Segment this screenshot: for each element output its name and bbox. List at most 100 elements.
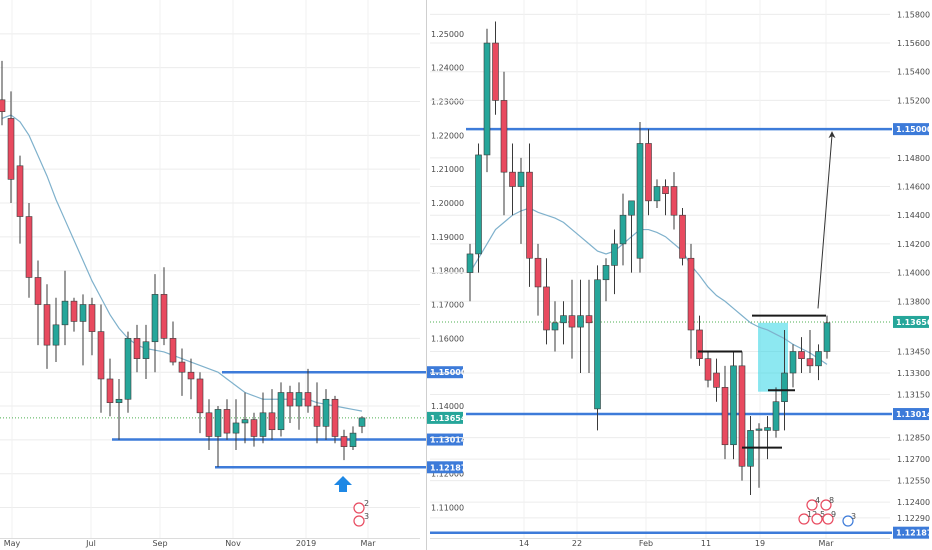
left-price-tag-bg	[427, 366, 463, 379]
left-time-axis[interactable]: May Jul Sep Nov 2019 Mar	[0, 538, 420, 549]
left-price-tick-label: 1.16000	[431, 334, 464, 343]
left-time-tick-label: 2019	[296, 539, 316, 548]
right-price-tick-label: 1.14200	[897, 240, 930, 249]
right-price-tick-label: 1.12850	[897, 434, 930, 443]
left-candle-body	[196, 378, 204, 414]
right-price-tick-label: 1.12700	[897, 455, 930, 464]
left-candle-body	[268, 412, 276, 431]
right-candle-body	[653, 186, 661, 202]
right-price-tick-label: 1.14400	[897, 211, 930, 220]
left-candle-body	[25, 216, 33, 278]
right-candle-body	[636, 143, 644, 259]
left-candle-body	[106, 378, 114, 403]
left-candle-body	[7, 118, 15, 180]
left-event-marker: 2	[353, 499, 369, 514]
right-candle-body	[526, 171, 533, 259]
left-candle-body	[205, 412, 213, 437]
projection-arrowhead-icon	[828, 131, 836, 139]
right-time-tick-label: 11	[701, 539, 711, 548]
event-flag-icon	[822, 513, 834, 525]
left-event-marker: 3	[353, 512, 369, 527]
left-time-tick-label: May	[4, 539, 21, 548]
left-candle-body	[70, 300, 78, 322]
right-candle-body	[679, 214, 686, 259]
right-candles	[466, 21, 831, 495]
right-price-tag-label: 1.15000	[896, 125, 932, 134]
event-flag-icon	[353, 515, 365, 527]
right-candle-body	[738, 365, 746, 467]
left-price-tag: 1.13654	[427, 411, 467, 424]
event-flag-icon	[806, 499, 818, 511]
right-candle-body	[568, 315, 576, 328]
left-candle-body	[187, 371, 195, 380]
right-time-tick-label: 22	[572, 539, 582, 548]
right-price-tick-label: 1.15600	[897, 39, 930, 48]
projection-arrow-line	[817, 135, 833, 309]
left-candle-body	[304, 392, 312, 407]
left-candle-body	[331, 398, 339, 437]
right-price-tick-label: 1.12290	[897, 514, 930, 523]
left-price-tag-bg	[427, 461, 463, 474]
right-annotations: 4 8 12 5 9 3	[698, 131, 856, 527]
right-price-axis[interactable]: 1.15800 1.15600 1.15400 1.15200 1.14800 1.146…	[893, 10, 932, 539]
left-candle-body	[232, 422, 240, 434]
event-flag-icon	[811, 513, 823, 525]
right-price-tick-label: 1.15800	[897, 10, 930, 19]
right-price-tick-label: 1.12400	[897, 498, 930, 507]
right-time-tick-label: 14	[519, 539, 529, 548]
right-price-tick-label: 1.13300	[897, 369, 930, 378]
right-event-count: 3	[851, 512, 856, 521]
right-candle-body	[466, 253, 474, 273]
right-price-tag-label: 1.13014	[896, 410, 932, 419]
left-candle-body	[214, 409, 222, 437]
left-event-count: 3	[364, 512, 369, 521]
left-price-tag-label: 1.13014	[430, 436, 467, 445]
right-candle-body	[585, 315, 593, 324]
left-level-lines	[0, 370, 426, 469]
left-candle-body	[169, 338, 177, 363]
right-candle-body	[551, 322, 559, 331]
right-event-count: 9	[831, 510, 836, 519]
left-candle-body	[43, 304, 51, 346]
event-flag-icon	[798, 513, 810, 525]
left-candle-body	[349, 432, 357, 447]
left-time-tick-label: Nov	[225, 539, 241, 548]
left-price-tag: 1.13014	[427, 433, 467, 446]
right-candle-body	[806, 358, 814, 367]
left-gridlines	[0, 0, 420, 538]
right-candle-body	[704, 358, 712, 381]
left-price-axis[interactable]: 1.25000 1.24000 1.23000 1.22000 1.21000 1.200…	[427, 30, 467, 513]
left-candle-body	[61, 300, 69, 326]
right-candle-body	[798, 351, 805, 359]
right-event-count: 5	[820, 510, 825, 519]
right-candle-body	[713, 372, 720, 388]
left-candle-body	[0, 99, 6, 112]
right-candle-body	[577, 315, 584, 328]
right-time-axis[interactable]: 14 22 Feb 11 19 Mar	[430, 538, 890, 549]
right-price-tick-label: 1.15400	[897, 68, 930, 77]
right-event-marker: 8	[820, 496, 834, 511]
left-candle-body	[340, 436, 348, 447]
left-price-tag-label: 1.12187	[430, 463, 466, 472]
left-price-tick-label: 1.22000	[431, 131, 464, 140]
right-price-tag-label: 1.13656	[896, 318, 932, 327]
event-flag-icon	[842, 515, 854, 527]
right-candle-body	[500, 100, 508, 173]
right-price-tick-label: 1.13800	[897, 297, 930, 306]
right-candle-body	[560, 315, 567, 324]
right-event-marker: 12	[798, 510, 817, 525]
right-price-tag-bg	[893, 526, 929, 539]
left-candle-body	[286, 392, 294, 407]
right-price-tick-label: 1.14000	[897, 269, 930, 278]
right-candle-body	[628, 200, 635, 216]
right-candle-body	[815, 351, 822, 367]
left-price-tick-label: 1.20000	[431, 199, 464, 208]
right-price-tag: 1.13656	[893, 315, 932, 328]
left-candle-body	[133, 338, 141, 359]
right-level-lines	[430, 127, 892, 534]
left-candle-body	[16, 165, 24, 217]
left-price-tick-label: 1.14000	[431, 402, 464, 411]
left-candle-body	[142, 341, 150, 359]
right-price-tick-label: 1.13450	[897, 347, 930, 356]
